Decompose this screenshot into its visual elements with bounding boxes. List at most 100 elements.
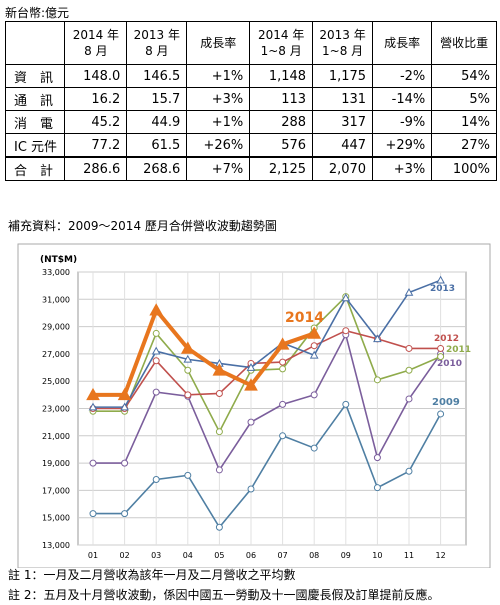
marker <box>215 428 223 436</box>
marker <box>149 303 164 316</box>
cell: -9% <box>372 110 433 134</box>
header-row: 2014 年 8 月 2013 年 8 月 成長率 2014 年 1~8 月 2013 年 1~… <box>4 21 497 65</box>
marker <box>405 344 413 352</box>
marker <box>86 387 100 401</box>
marker <box>279 432 287 440</box>
cell: 5% <box>431 87 497 111</box>
header-text: 營收比重 <box>440 36 489 50</box>
marker <box>307 326 322 339</box>
marker <box>405 395 413 403</box>
marker <box>151 346 161 355</box>
marker <box>247 485 255 493</box>
marker <box>215 466 223 474</box>
cell: 288 <box>249 110 314 134</box>
cell: 576 <box>249 133 314 158</box>
marker <box>275 337 290 350</box>
cell: 45.2 <box>64 110 128 134</box>
header-text: 8 月 <box>145 44 169 58</box>
header-cell: 成長率 <box>372 21 433 65</box>
y-tick-label: 25,000 <box>42 377 70 386</box>
unit: 新台幣:億元 <box>5 6 70 20</box>
cell: +26% <box>186 133 251 158</box>
header-text: 2013 年 <box>319 28 366 42</box>
series-line <box>93 279 441 408</box>
cell: +29% <box>372 133 433 158</box>
cell: 61.5 <box>126 133 188 158</box>
marker <box>152 357 160 365</box>
y-tick-label: 17,000 <box>42 486 70 495</box>
marker <box>310 444 318 452</box>
marker <box>310 342 318 350</box>
marker <box>89 510 97 518</box>
series-line <box>93 306 315 397</box>
cell: 100% <box>431 156 497 181</box>
y-tick-label: 23,000 <box>42 405 70 414</box>
cell: 131 <box>312 87 374 111</box>
marker <box>437 353 445 361</box>
marker <box>373 484 381 492</box>
y-tick-label: 13,000 <box>42 541 70 550</box>
row: 合 計 286.6 268.6 +7% 2,125 2,070 +3% 100% <box>4 156 497 181</box>
subtitle: 補充資料：2009～2014 歷月合併營收波動趨勢圖 <box>8 219 277 233</box>
marker <box>121 510 129 518</box>
y-tick-label: 19,000 <box>42 459 70 468</box>
series-line <box>93 402 442 529</box>
cell: -2% <box>372 64 433 88</box>
header-text: 1~8 月 <box>322 44 364 58</box>
cell: 146.5 <box>126 64 188 88</box>
marker <box>405 467 413 475</box>
marker <box>279 365 287 373</box>
marker <box>342 400 350 408</box>
cell: +3% <box>186 87 251 111</box>
series-label: 2010 <box>437 359 462 369</box>
cell: 16.2 <box>64 87 128 111</box>
header-cell: 2014 年 8 月 <box>64 21 128 65</box>
y-tick-label: 21,000 <box>42 432 70 441</box>
cell: 286.6 <box>64 156 128 181</box>
cell: 447 <box>312 133 374 158</box>
row: IC 元件 77.2 61.5 +26% 576 447 +29% 27% <box>4 133 497 158</box>
cell: 15.7 <box>126 87 188 111</box>
y-tick-label: 31,000 <box>42 295 70 304</box>
marker <box>404 287 414 296</box>
note: 註 1：一月及二月營收為該年一月及二月營收之平均數 <box>8 568 296 582</box>
y-axis-label: (NT$M) <box>40 255 77 265</box>
x-tick-label: 06 <box>246 551 256 560</box>
marker <box>247 418 255 426</box>
header-text: 8 月 <box>84 44 108 58</box>
marker <box>279 358 287 366</box>
marker <box>212 363 227 376</box>
header-cell: 2014 年 1~8 月 <box>249 21 314 65</box>
marker <box>437 410 445 418</box>
marker <box>279 400 287 408</box>
marker <box>152 329 160 337</box>
marker <box>180 341 195 354</box>
header-text: 2014 年 <box>72 28 120 42</box>
series-line <box>93 295 441 434</box>
cell: 317 <box>312 110 374 134</box>
x-tick-label: 09 <box>341 551 351 560</box>
cell: 54% <box>431 64 497 88</box>
cell: +3% <box>372 156 433 181</box>
marker <box>215 523 223 531</box>
marker <box>152 475 160 483</box>
row: 通 訊 16.2 15.7 +3% 113 131 -14% 5% <box>4 87 497 111</box>
x-tick-label: 05 <box>214 551 224 560</box>
cell: +1% <box>186 110 251 134</box>
header-text: 2013 年 <box>133 28 180 42</box>
x-tick-label: 12 <box>436 551 446 560</box>
series-label: 2011 <box>446 345 471 355</box>
marker <box>437 344 445 352</box>
marker <box>373 376 381 384</box>
x-tick-label: 11 <box>404 551 414 560</box>
series-label: 2009 <box>432 397 460 408</box>
cell: 77.2 <box>64 133 128 158</box>
x-tick-label: 10 <box>372 551 382 560</box>
x-tick-label: 02 <box>120 551 130 560</box>
cell: 148.0 <box>64 64 128 88</box>
x-tick-label: 08 <box>309 551 319 560</box>
header-cell: 成長率 <box>186 21 251 65</box>
marker <box>309 350 319 359</box>
header-text: 1~8 月 <box>260 44 302 58</box>
row: 消 電 45.2 44.9 +1% 288 317 -9% 14% <box>4 110 497 134</box>
